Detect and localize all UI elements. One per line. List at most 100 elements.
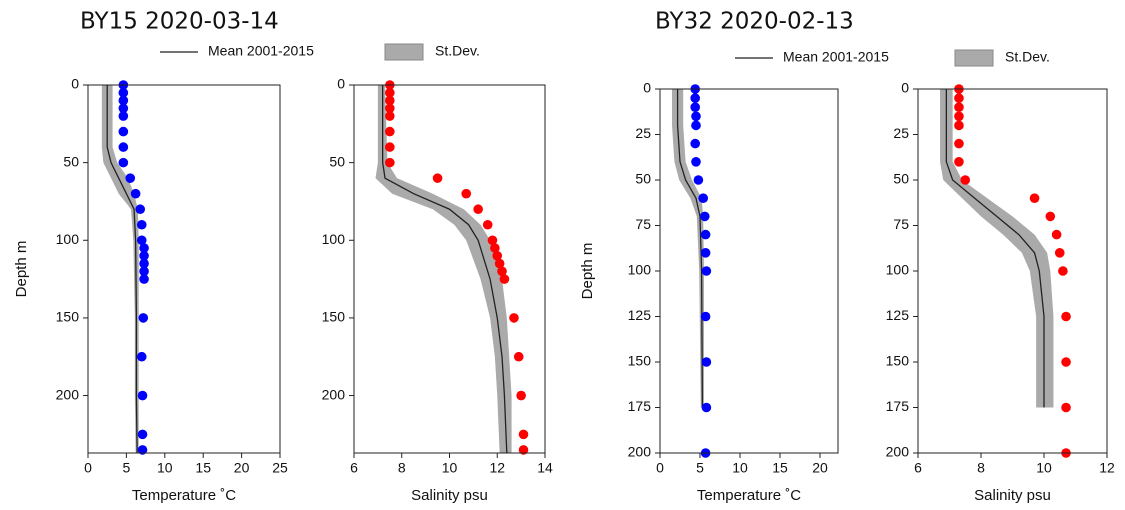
stdev-band bbox=[672, 89, 704, 408]
observation bbox=[1029, 193, 1040, 203]
observation bbox=[461, 188, 472, 199]
observation bbox=[690, 102, 700, 112]
y-tick-label: 150 bbox=[322, 309, 346, 325]
observation bbox=[518, 445, 529, 455]
y-tick-label: 100 bbox=[322, 231, 346, 247]
legend-label: Mean 2001-2015 bbox=[783, 49, 889, 65]
observation bbox=[954, 120, 964, 131]
observation bbox=[385, 87, 395, 98]
y-tick-label: 150 bbox=[628, 353, 652, 369]
observation bbox=[118, 87, 129, 98]
y-tick-label: 50 bbox=[329, 153, 345, 169]
x-tick-label: 15 bbox=[195, 460, 211, 476]
observation bbox=[136, 235, 147, 246]
y-tick-label: 175 bbox=[628, 398, 652, 414]
y-tick-label: 0 bbox=[337, 76, 345, 92]
observation bbox=[139, 266, 149, 277]
mean-line bbox=[106, 85, 138, 454]
observation bbox=[125, 173, 136, 183]
y-tick-label: 200 bbox=[886, 444, 910, 460]
observation bbox=[954, 111, 964, 122]
observation bbox=[497, 266, 507, 277]
observation bbox=[139, 251, 149, 261]
legend-swatch bbox=[954, 49, 994, 67]
observation bbox=[139, 274, 149, 284]
observation bbox=[130, 188, 141, 199]
x-tick-label: 0 bbox=[656, 460, 664, 476]
y-tick-label: 125 bbox=[886, 307, 910, 323]
observation bbox=[700, 211, 710, 222]
x-tick-label: 10 bbox=[442, 460, 458, 476]
observation bbox=[135, 204, 146, 215]
x-tick-label: 15 bbox=[772, 460, 788, 476]
observation bbox=[1045, 211, 1056, 222]
y-tick-label: 100 bbox=[886, 262, 910, 278]
axes-frame bbox=[87, 84, 281, 454]
observation bbox=[473, 204, 483, 215]
observation bbox=[118, 111, 129, 121]
x-tick-label: 6 bbox=[914, 460, 922, 476]
observation bbox=[698, 193, 708, 203]
y-tick-label: 75 bbox=[635, 216, 651, 232]
observation bbox=[516, 390, 526, 401]
x-tick-label: 10 bbox=[732, 460, 748, 476]
x-tick-label: 10 bbox=[157, 460, 173, 476]
stdev-band bbox=[375, 85, 512, 453]
station-title: BY32 2020-02-13 bbox=[655, 9, 854, 35]
x-tick-label: 8 bbox=[977, 460, 985, 476]
observation bbox=[136, 351, 147, 362]
x-tick-label: 14 bbox=[537, 460, 553, 476]
y-tick-label: 0 bbox=[71, 76, 79, 92]
x-tick-label: 25 bbox=[272, 460, 288, 476]
observation bbox=[693, 175, 704, 185]
observation bbox=[385, 142, 395, 152]
y-tick-label: 100 bbox=[628, 262, 652, 278]
observation bbox=[691, 120, 701, 131]
observation bbox=[499, 274, 510, 284]
y-tick-label: 150 bbox=[56, 309, 80, 325]
observation bbox=[691, 111, 701, 122]
y-tick-label: 200 bbox=[628, 444, 652, 460]
x-axis-label: Salinity psu bbox=[974, 487, 1051, 504]
x-tick-label: 20 bbox=[812, 460, 828, 476]
axes-frame bbox=[659, 88, 839, 454]
observation bbox=[137, 445, 148, 455]
observation bbox=[960, 175, 971, 185]
y-tick-label: 125 bbox=[628, 307, 652, 323]
mean-line bbox=[945, 89, 1045, 408]
observation bbox=[691, 157, 701, 167]
observation bbox=[1061, 357, 1071, 367]
observation bbox=[700, 229, 711, 240]
observation bbox=[118, 95, 129, 106]
observation bbox=[490, 243, 500, 253]
x-tick-label: 0 bbox=[84, 460, 92, 476]
y-tick-label: 25 bbox=[635, 125, 651, 141]
observation bbox=[385, 126, 395, 137]
observation bbox=[954, 93, 964, 103]
observation bbox=[701, 357, 712, 367]
observation bbox=[138, 313, 149, 323]
y-tick-label: 150 bbox=[886, 353, 910, 369]
y-tick-label: 200 bbox=[56, 386, 80, 402]
y-tick-label: 50 bbox=[635, 171, 651, 187]
legend-label: St.Dev. bbox=[435, 43, 480, 59]
mean-line bbox=[676, 89, 704, 408]
stdev-band bbox=[940, 89, 1054, 408]
observation bbox=[1061, 402, 1071, 413]
x-tick-label: 20 bbox=[234, 460, 250, 476]
observation bbox=[700, 311, 711, 322]
y-axis-label: Depth m bbox=[13, 241, 30, 298]
observation bbox=[385, 157, 395, 168]
observation bbox=[137, 429, 148, 440]
observation bbox=[385, 111, 395, 121]
observation bbox=[1058, 266, 1068, 276]
observation bbox=[118, 103, 129, 114]
observation bbox=[492, 251, 503, 261]
observation bbox=[1054, 248, 1065, 258]
observation bbox=[954, 157, 964, 167]
observation bbox=[509, 313, 519, 323]
observation bbox=[513, 351, 524, 362]
legend-label: St.Dev. bbox=[1005, 49, 1050, 65]
x-tick-label: 8 bbox=[398, 460, 406, 476]
